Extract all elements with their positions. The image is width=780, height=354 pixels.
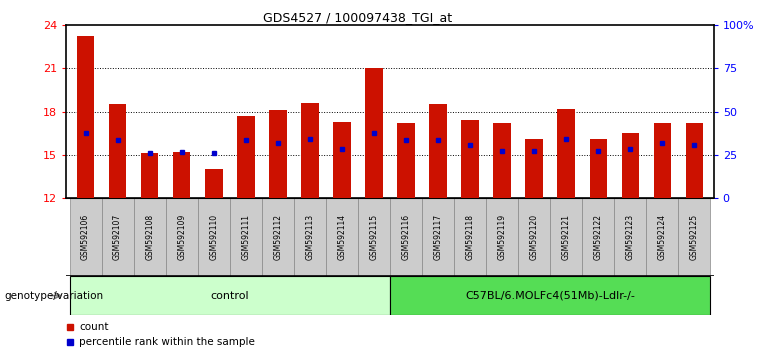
Bar: [69, 198, 101, 276]
Text: GSM592123: GSM592123: [626, 214, 635, 260]
Text: GSM592118: GSM592118: [466, 214, 474, 260]
Bar: [101, 198, 133, 276]
Text: genotype/variation: genotype/variation: [4, 291, 103, 301]
Text: GSM592114: GSM592114: [338, 214, 346, 260]
Bar: [654, 123, 672, 198]
Bar: [294, 198, 326, 276]
Bar: [262, 198, 294, 276]
Bar: [390, 198, 422, 276]
Text: GSM592117: GSM592117: [434, 214, 442, 260]
Bar: [486, 198, 518, 276]
Text: GSM592122: GSM592122: [594, 214, 603, 260]
Text: control: control: [211, 291, 249, 301]
Bar: [108, 104, 126, 198]
Bar: [269, 110, 286, 198]
Bar: [301, 103, 319, 198]
Text: C57BL/6.MOLFc4(51Mb)-Ldlr-/-: C57BL/6.MOLFc4(51Mb)-Ldlr-/-: [466, 291, 635, 301]
Bar: [365, 68, 383, 198]
Bar: [237, 116, 254, 198]
Bar: [494, 123, 511, 198]
Bar: [518, 198, 550, 276]
Text: GSM592116: GSM592116: [402, 214, 410, 260]
Text: GSM592107: GSM592107: [113, 214, 122, 260]
Text: GSM592110: GSM592110: [209, 214, 218, 260]
Bar: [422, 198, 454, 276]
Bar: [197, 198, 230, 276]
Bar: [590, 139, 607, 198]
Bar: [461, 120, 479, 198]
Bar: [558, 109, 575, 198]
Bar: [173, 152, 190, 198]
Text: GSM592119: GSM592119: [498, 214, 507, 260]
Bar: [165, 198, 197, 276]
Bar: [679, 198, 711, 276]
Text: GSM592120: GSM592120: [530, 214, 539, 260]
Bar: [326, 198, 358, 276]
Bar: [686, 123, 704, 198]
Title: GDS4527 / 100097438_TGI_at: GDS4527 / 100097438_TGI_at: [263, 11, 452, 24]
Text: GSM592125: GSM592125: [690, 214, 699, 260]
Bar: [76, 36, 94, 198]
Bar: [526, 139, 543, 198]
Bar: [647, 198, 679, 276]
Text: GSM592109: GSM592109: [177, 214, 186, 260]
Bar: [583, 198, 615, 276]
Bar: [230, 198, 262, 276]
Bar: [615, 198, 647, 276]
Text: GSM592108: GSM592108: [145, 214, 154, 260]
Bar: [622, 133, 639, 198]
Bar: [397, 123, 415, 198]
Bar: [141, 153, 158, 198]
Text: GSM592106: GSM592106: [81, 214, 90, 260]
Bar: [205, 169, 222, 198]
Text: count: count: [80, 321, 108, 332]
Bar: [390, 276, 711, 315]
Text: GSM592112: GSM592112: [273, 214, 282, 260]
Bar: [358, 198, 390, 276]
Bar: [333, 122, 351, 198]
Text: GSM592121: GSM592121: [562, 214, 571, 260]
Bar: [550, 198, 583, 276]
Text: GSM592124: GSM592124: [658, 214, 667, 260]
Text: GSM592111: GSM592111: [241, 214, 250, 260]
Text: GSM592113: GSM592113: [306, 214, 314, 260]
Bar: [69, 276, 390, 315]
Text: GSM592115: GSM592115: [370, 214, 378, 260]
Bar: [133, 198, 165, 276]
Bar: [429, 104, 447, 198]
Bar: [454, 198, 486, 276]
Text: percentile rank within the sample: percentile rank within the sample: [80, 337, 255, 348]
